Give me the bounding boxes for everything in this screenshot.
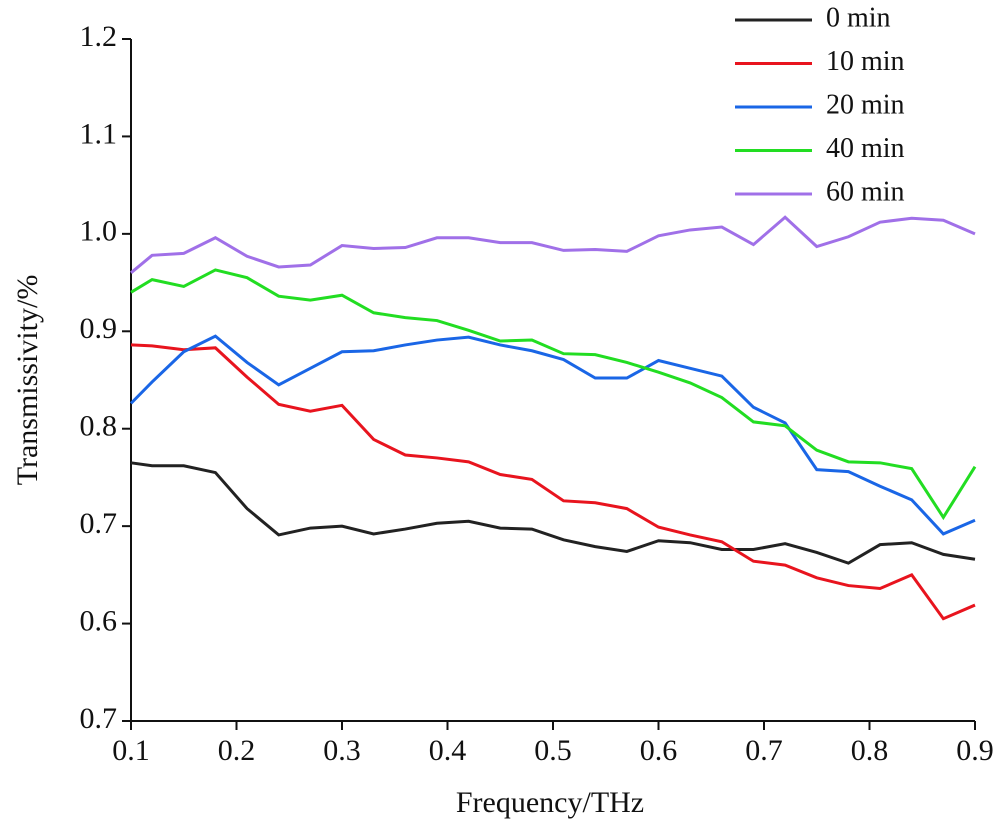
legend-label: 40 min [826,133,905,164]
x-tick-label: 0.6 [640,734,678,767]
y-tick-label: 1.1 [80,117,118,150]
y-tick-label: 0.6 [80,604,118,637]
x-tick-label: 0.1 [112,734,150,767]
x-tick-label: 0.8 [851,734,889,767]
legend-label: 0 min [826,2,891,33]
legend-label: 60 min [826,176,905,207]
series-line [130,268,977,521]
y-tick-label: 1.0 [80,215,118,248]
series-line [129,334,976,536]
series-line [130,461,976,565]
y-axis-label: Transmissivity/% [11,275,44,486]
x-tick-label: 0.7 [745,734,783,767]
legend-label: 10 min [826,46,905,77]
x-tick-label: 0.4 [429,734,467,767]
y-tick-label: 0.7 [80,507,118,540]
x-tick-label: 0.9 [956,734,994,767]
x-tick-label: 0.5 [534,734,572,767]
y-tick-label: 0.8 [80,410,118,443]
y-tick-label: 0.9 [80,312,118,345]
series-line [130,343,976,621]
y-tick-label: 0.7 [80,702,118,735]
legend-label: 20 min [826,89,905,120]
series-line [130,215,976,274]
x-axis-label: Frequency/THz [456,786,644,819]
x-tick-label: 0.2 [218,734,256,767]
y-tick-label: 1.2 [80,20,118,53]
x-tick-label: 0.3 [323,734,361,767]
